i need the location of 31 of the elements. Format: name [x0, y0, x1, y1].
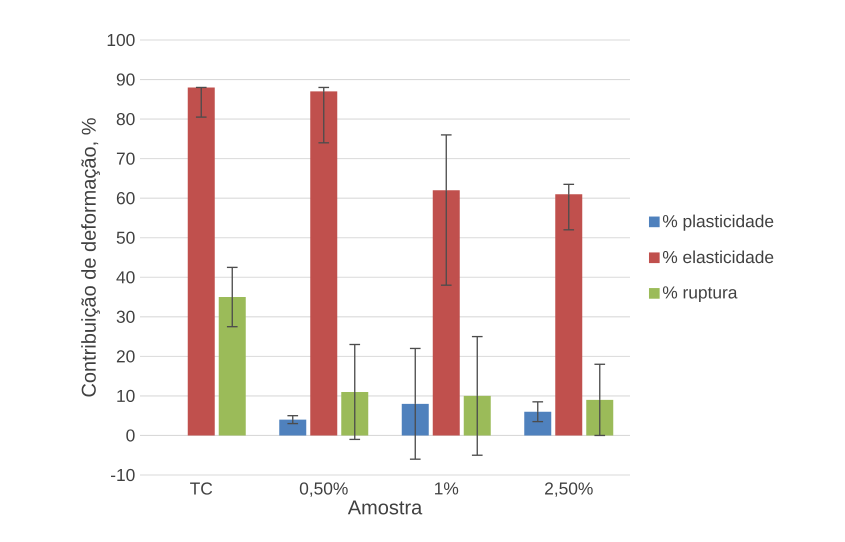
bar: [464, 396, 491, 436]
bar: [432, 190, 460, 436]
bar: [310, 91, 338, 436]
y-tick-label: 10: [117, 390, 135, 402]
y-tick-label: 100: [108, 34, 135, 46]
bar: [524, 412, 552, 436]
y-tick-label: 80: [116, 112, 135, 126]
x-tick-label: 2,50%: [545, 482, 593, 497]
x-axis-title: Amostra: [348, 500, 422, 514]
bar: [279, 420, 306, 436]
y-tick-label: 30: [116, 310, 135, 323]
y-tick-label: 50: [116, 232, 135, 244]
y-axis-title: Contribuição de deformação, %: [81, 118, 100, 397]
bar: [402, 404, 429, 436]
x-tick-label: 1%: [435, 482, 458, 495]
bar: [341, 392, 368, 436]
bar: [218, 297, 246, 436]
y-tick-label: 70: [116, 152, 135, 165]
x-tick-label: TC: [190, 482, 212, 495]
y-tick-label: 20: [116, 350, 135, 362]
x-tick-label: 0,50%: [300, 482, 348, 497]
legend-label: % plasticidade: [662, 214, 774, 231]
bar: [555, 194, 582, 436]
y-tick-label: -10: [111, 468, 135, 482]
y-tick-label: 60: [116, 192, 135, 204]
y-tick-label: 0: [126, 429, 135, 442]
y-tick-label: 90: [116, 73, 135, 86]
legend-label: % elasticidade: [662, 250, 774, 264]
bar: [188, 87, 215, 436]
y-tick-label: 40: [116, 271, 135, 284]
legend-label: % ruptura: [662, 286, 738, 302]
